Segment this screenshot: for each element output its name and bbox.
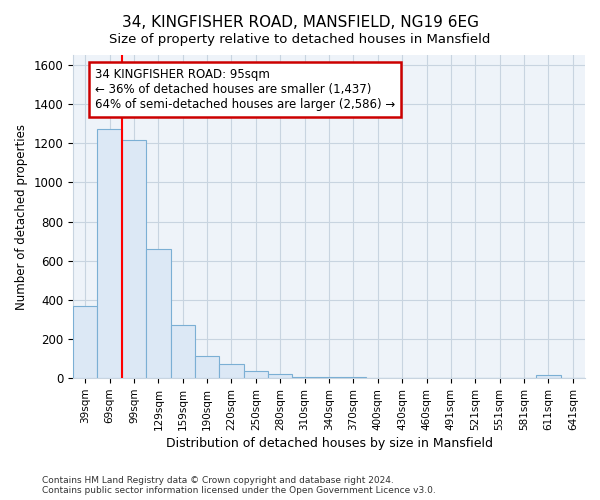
Y-axis label: Number of detached properties: Number of detached properties — [15, 124, 28, 310]
Text: 34 KINGFISHER ROAD: 95sqm
← 36% of detached houses are smaller (1,437)
64% of se: 34 KINGFISHER ROAD: 95sqm ← 36% of detac… — [95, 68, 395, 111]
Bar — [536, 374, 560, 378]
Bar — [122, 140, 146, 378]
Bar — [146, 249, 170, 378]
Bar — [317, 377, 341, 378]
Bar — [97, 130, 122, 378]
Bar — [220, 364, 244, 378]
Bar — [195, 356, 220, 378]
Bar — [170, 326, 195, 378]
Bar — [292, 376, 317, 378]
Bar — [268, 374, 292, 378]
Bar — [73, 306, 97, 378]
X-axis label: Distribution of detached houses by size in Mansfield: Distribution of detached houses by size … — [166, 437, 493, 450]
Text: Contains HM Land Registry data © Crown copyright and database right 2024.
Contai: Contains HM Land Registry data © Crown c… — [42, 476, 436, 495]
Text: Size of property relative to detached houses in Mansfield: Size of property relative to detached ho… — [109, 32, 491, 46]
Text: 34, KINGFISHER ROAD, MANSFIELD, NG19 6EG: 34, KINGFISHER ROAD, MANSFIELD, NG19 6EG — [121, 15, 479, 30]
Bar — [244, 372, 268, 378]
